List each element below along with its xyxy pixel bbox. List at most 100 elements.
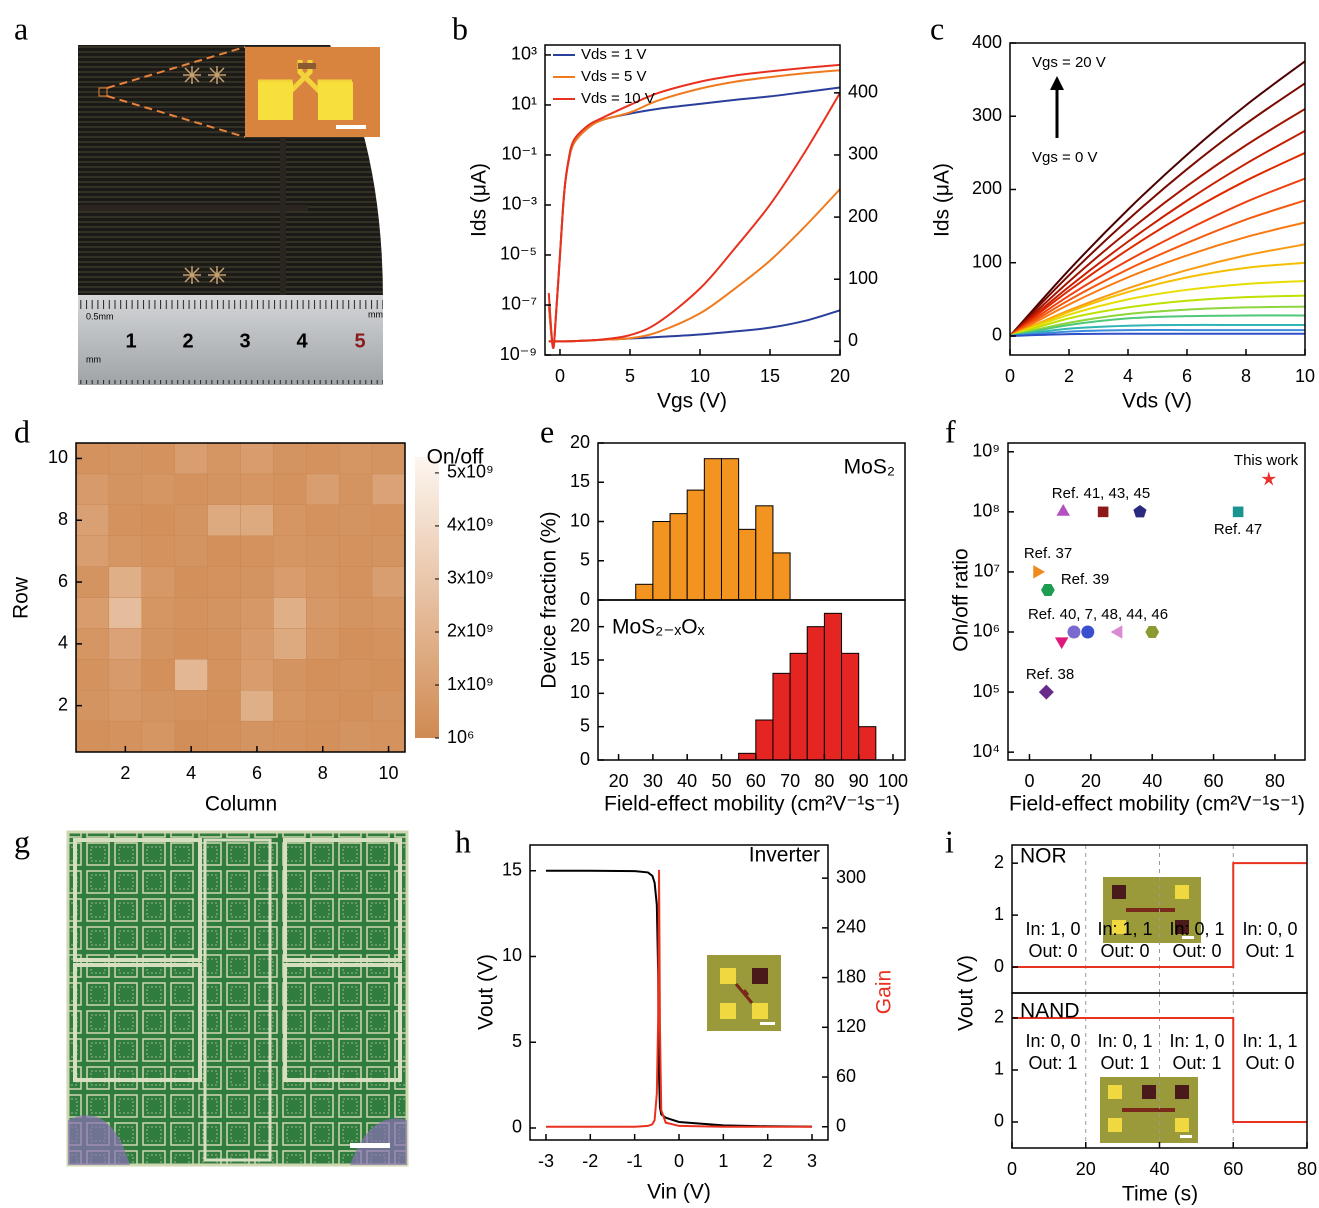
x-tick-label: 20: [1076, 1159, 1096, 1179]
heat-cell: [142, 474, 175, 505]
hist-bar: [859, 727, 876, 760]
heat-cell: [273, 474, 306, 505]
heat-cell: [339, 443, 372, 474]
heat-cell: [208, 690, 241, 721]
x-tick-label: 8: [318, 763, 328, 783]
hist-bar: [670, 514, 687, 600]
y-tick-label: 400: [848, 82, 878, 102]
heat-cell: [273, 690, 306, 721]
heat-cell: [273, 721, 306, 752]
series-line: [549, 93, 840, 341]
heat-cell: [241, 536, 274, 567]
heat-cell: [306, 505, 339, 536]
figure: 0.5mm mm mm 1 2 3 4 5 abcdefghi051015201…: [0, 0, 1319, 1208]
y-tick-label: 0: [994, 1111, 1004, 1131]
heat-cell: [306, 443, 339, 474]
x-tick-label: 30: [643, 771, 663, 791]
scatter-point: [1041, 584, 1055, 596]
photo-wafer: [78, 45, 383, 385]
y-tick-label: 10⁶: [973, 621, 1000, 641]
x-tick-label: 0: [674, 1151, 684, 1171]
heat-cell: [175, 536, 208, 567]
colorbar-tick-label: 3x10⁹: [447, 568, 494, 588]
plot-area: [636, 459, 790, 600]
heat-cell: [372, 443, 405, 474]
ruler-label: 2: [182, 330, 193, 352]
hist-bar: [739, 753, 756, 760]
heat-cell: [142, 628, 175, 659]
annotation: Ref. 37: [1024, 545, 1072, 562]
heat-cell: [241, 567, 274, 598]
panel-label: b: [452, 10, 468, 46]
x-tick-label: 40: [1142, 771, 1162, 791]
y-tick-label: 10⁴: [972, 741, 1000, 761]
heat-cell: [142, 536, 175, 567]
heat-cell: [142, 690, 175, 721]
panel-label: h: [455, 823, 471, 859]
x-tick-label: 60: [1204, 771, 1224, 791]
heat-cell: [241, 474, 274, 505]
annotation: In: 0, 0: [1025, 1031, 1080, 1051]
hist-bar: [842, 653, 859, 760]
annotation: Out: 1: [1100, 1053, 1149, 1073]
heat-cell: [372, 598, 405, 629]
y-tick-label: 240: [836, 917, 866, 937]
x-tick-label: 50: [711, 771, 731, 791]
annotation: In: 0, 1: [1169, 919, 1224, 939]
heat-cell: [339, 659, 372, 690]
heat-cell: [339, 628, 372, 659]
y-tick-label: 10⁵: [973, 681, 1000, 701]
heat-cell: [372, 659, 405, 690]
x-tick-label: 90: [849, 771, 869, 791]
heat-cell: [175, 598, 208, 629]
heat-cell: [241, 505, 274, 536]
y-tick-label: 10⁸: [972, 501, 1000, 521]
annotation: Ref. 40, 7, 48, 44, 46: [1028, 606, 1168, 623]
heat-cell: [109, 443, 142, 474]
ruler-label: 3: [239, 330, 250, 352]
legend-label: Vds = 10 V: [581, 90, 655, 107]
annotation: Ref. 38: [1026, 666, 1074, 683]
heat-cell: [372, 567, 405, 598]
heat-cell: [241, 690, 274, 721]
x-tick-label: 4: [1123, 366, 1133, 386]
heat-cell: [273, 659, 306, 690]
x-tick-label: 0: [555, 366, 565, 386]
heat-cell: [372, 474, 405, 505]
x-tick-label: 3: [807, 1151, 817, 1171]
x-tick-label: 6: [1182, 366, 1192, 386]
y-tick-label: 0: [992, 325, 1002, 345]
heat-cell: [306, 567, 339, 598]
annotation: Ref. 47: [1214, 521, 1262, 538]
plot-area: [739, 613, 876, 760]
heat-cell: [339, 505, 372, 536]
heat-cell: [142, 567, 175, 598]
x-tick-label: -3: [538, 1151, 554, 1171]
y-tick-label: 0: [836, 1115, 846, 1135]
photo-chip: [68, 832, 407, 1165]
y-tick-label: 300: [972, 105, 1002, 125]
annotation: In: 1, 0: [1025, 919, 1080, 939]
heat-cell: [208, 505, 241, 536]
colorbar-tick-label: 4x10⁹: [447, 515, 494, 535]
series-line: [549, 70, 840, 347]
scatter-point: [1067, 625, 1080, 638]
heat-cell: [208, 598, 241, 629]
hist-bar: [704, 459, 721, 600]
y-tick-label: 10: [502, 945, 522, 965]
label: MoS₂₋ₓOₓ: [612, 616, 705, 639]
hist-bar: [687, 490, 704, 600]
x-tick-label: 10: [690, 366, 710, 386]
series-line: [549, 189, 840, 341]
legend-label: Vds = 5 V: [581, 68, 646, 85]
colorbar-tick-label: 1x10⁹: [447, 674, 494, 694]
y-tick-label: 10⁻⁵: [500, 244, 537, 264]
heat-cell: [109, 505, 142, 536]
scatter-point: [1233, 507, 1244, 518]
annotation: In: 1, 0: [1169, 1031, 1224, 1051]
heat-cell: [175, 628, 208, 659]
heat-cell: [372, 628, 405, 659]
annotation: Ref. 41, 43, 45: [1052, 485, 1150, 502]
plot-area: [1010, 61, 1305, 336]
ylabel: Vout (V): [955, 955, 978, 1031]
